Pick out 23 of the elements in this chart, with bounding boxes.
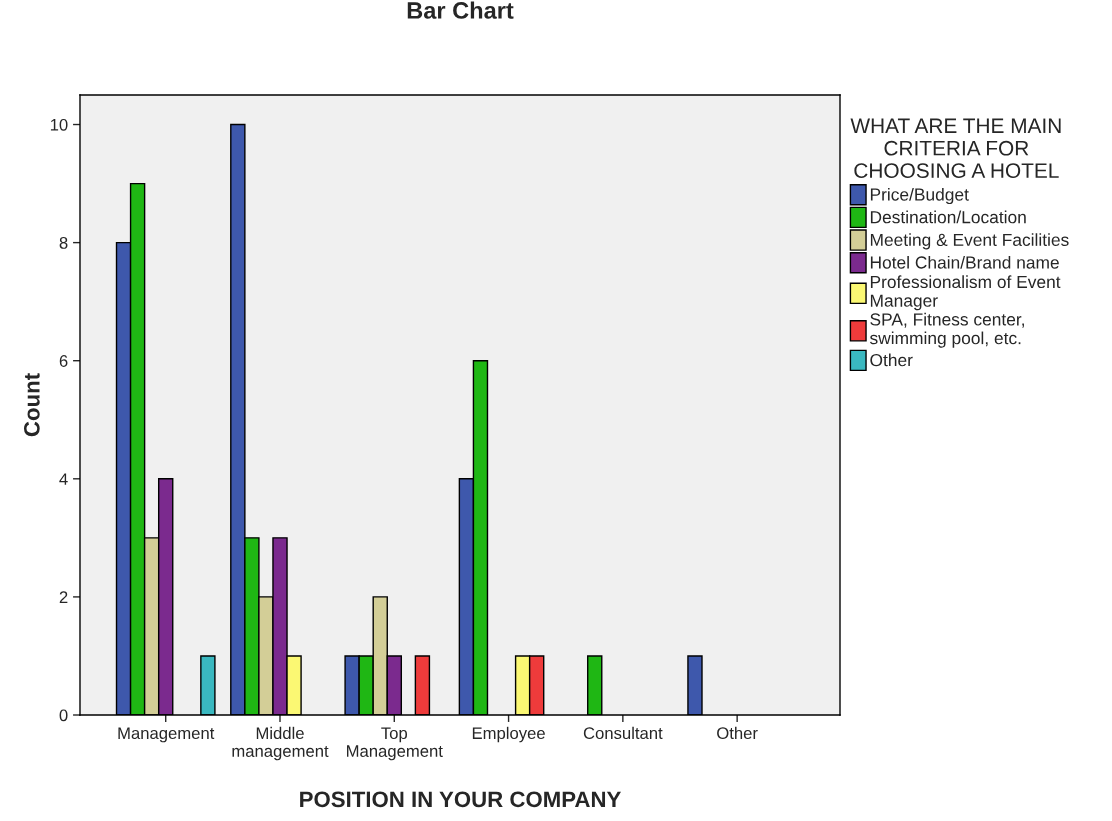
legend-label: Hotel Chain/Brand name bbox=[870, 255, 1059, 269]
legend-label: Meeting & Event Facilities bbox=[870, 233, 1069, 250]
y-tick-label: 0 bbox=[59, 709, 68, 722]
y-tick-label: 4 bbox=[59, 473, 68, 485]
legend-label: Professionalism of Event Manager bbox=[870, 275, 1061, 311]
x-tick-label: Consultant bbox=[583, 726, 663, 740]
x-axis-title: POSITION IN YOUR COMPANY bbox=[300, 791, 621, 808]
y-tick-label: 2 bbox=[59, 591, 68, 603]
legend-label: Destination/Location bbox=[870, 210, 1026, 224]
legend-label: Price/Budget bbox=[870, 187, 969, 205]
x-tick-label: Other bbox=[717, 726, 758, 740]
legend-label: Other bbox=[870, 353, 913, 367]
x-tick-label: Top Management bbox=[347, 727, 443, 761]
legend-label: SPA, Fitness center, swimming pool, etc. bbox=[870, 312, 1024, 348]
y-tick-label: 10 bbox=[50, 118, 68, 131]
x-tick-label: Middle management bbox=[232, 726, 329, 761]
legend-title: WHAT ARE THE MAIN CRITERIA FOR CHOOSING A HOTEL bbox=[850, 118, 1061, 178]
x-tick-label: Employee bbox=[472, 726, 545, 743]
chart-title: Bar Chart bbox=[407, 1, 514, 19]
y-axis-title: Count bbox=[23, 373, 40, 437]
x-tick-label: Management bbox=[118, 727, 215, 743]
y-tick-label: 8 bbox=[59, 237, 68, 249]
y-tick-label: 6 bbox=[59, 355, 68, 367]
